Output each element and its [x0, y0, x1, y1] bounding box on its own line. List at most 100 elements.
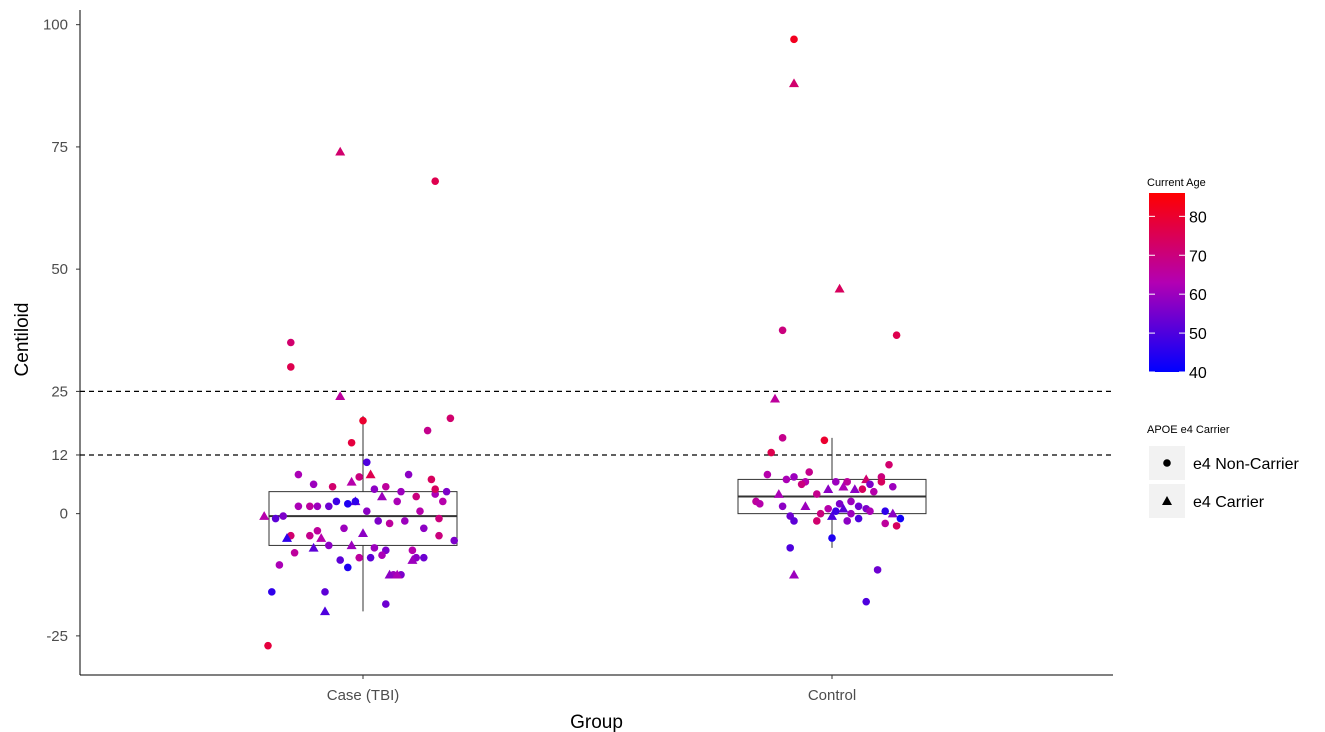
legend-key-triangle	[1162, 496, 1172, 505]
colorbar-tick-label: 60	[1189, 287, 1207, 304]
data-point-non-carrier	[431, 485, 440, 493]
data-point-non-carrier	[790, 35, 798, 44]
data-point-carrier	[773, 489, 784, 498]
data-point-non-carrier	[892, 331, 901, 339]
data-point-non-carrier	[843, 517, 851, 525]
data-point-carrier	[407, 555, 418, 564]
data-point-non-carrier	[832, 507, 840, 515]
boxplot	[268, 415, 458, 612]
data-point-non-carrier	[279, 512, 288, 520]
data-point-non-carrier	[756, 500, 764, 508]
data-point-carrier	[346, 540, 357, 550]
data-point-non-carrier	[275, 561, 284, 569]
data-point-non-carrier	[313, 526, 322, 535]
data-point-non-carrier	[435, 514, 443, 523]
data-point-carrier	[838, 481, 849, 491]
data-point-non-carrier	[401, 517, 409, 525]
data-point-carrier	[308, 542, 319, 552]
data-point-carrier	[320, 606, 330, 616]
data-point-non-carrier	[294, 470, 303, 479]
data-point-non-carrier	[866, 507, 874, 515]
data-point-non-carrier	[382, 482, 390, 491]
x-axis-title: Group	[570, 712, 623, 732]
data-point-non-carrier	[325, 502, 333, 511]
data-point-carrier	[887, 508, 898, 518]
data-point-non-carrier	[370, 544, 379, 552]
legend-key-circle	[1163, 459, 1171, 467]
data-point-non-carrier	[816, 509, 825, 518]
data-point-carrier	[377, 491, 387, 501]
data-point-non-carrier	[790, 517, 798, 525]
data-point-non-carrier	[435, 531, 443, 540]
data-point-non-carrier	[423, 426, 432, 435]
data-point-carrier	[335, 391, 346, 401]
y-tick-label: 12	[51, 447, 68, 464]
data-point-non-carrier	[393, 497, 402, 506]
data-point-carrier	[849, 484, 860, 493]
data-point-non-carrier	[344, 500, 352, 508]
data-point-carrier	[823, 484, 834, 493]
data-point-non-carrier	[881, 519, 889, 528]
data-point-non-carrier	[439, 497, 447, 506]
data-point-carrier	[358, 528, 368, 537]
data-point-non-carrier	[858, 485, 867, 493]
data-point-non-carrier	[896, 514, 905, 523]
shape-legend: APOE e4 Carrier e4 Non-Carrier e4 Carrier	[1147, 424, 1299, 518]
data-point-non-carrier	[790, 473, 798, 481]
data-point-non-carrier	[325, 541, 333, 550]
data-point-non-carrier	[366, 553, 375, 562]
data-point-non-carrier	[450, 536, 459, 545]
data-point-non-carrier	[397, 487, 405, 496]
data-point-non-carrier	[355, 473, 364, 481]
data-point-non-carrier	[378, 551, 386, 560]
data-point-non-carrier	[828, 534, 836, 542]
y-tick-label: 50	[51, 261, 68, 278]
data-point-carrier	[834, 283, 845, 293]
data-point-non-carrier	[862, 597, 870, 606]
data-point-carrier	[827, 511, 837, 520]
data-point-non-carrier	[332, 497, 341, 506]
data-point-carrier	[789, 78, 799, 88]
data-point-non-carrier	[408, 546, 417, 555]
data-point-non-carrier	[877, 478, 886, 486]
data-point-non-carrier	[824, 504, 832, 513]
data-point-non-carrier	[427, 475, 436, 484]
data-point-non-carrier	[892, 522, 901, 530]
data-point-carrier	[800, 501, 811, 511]
data-point-carrier	[335, 146, 346, 156]
colorbar-tick-label: 40	[1189, 365, 1207, 382]
data-point-non-carrier	[328, 482, 337, 491]
data-point-non-carrier	[370, 485, 379, 493]
data-point-carrier	[365, 469, 376, 479]
data-point-non-carrier	[385, 519, 394, 528]
colorbar-tick-label: 70	[1189, 248, 1207, 265]
data-point-non-carrier	[271, 514, 280, 523]
data-point-non-carrier	[294, 502, 303, 511]
colorbar	[1149, 193, 1185, 372]
data-point-non-carrier	[412, 492, 421, 501]
data-point-non-carrier	[820, 436, 829, 445]
colorbar-tick-label: 50	[1189, 326, 1207, 343]
data-point-non-carrier	[431, 177, 440, 185]
data-point-non-carrier	[854, 502, 863, 511]
data-point-non-carrier	[313, 502, 322, 511]
y-tick-label: 100	[43, 17, 68, 34]
y-tick-label: -25	[46, 628, 68, 645]
data-point-non-carrier	[813, 490, 821, 498]
data-point-non-carrier	[767, 448, 775, 457]
data-point-non-carrier	[420, 524, 428, 533]
data-point-non-carrier	[416, 507, 424, 515]
data-point-non-carrier	[442, 487, 451, 496]
data-point-non-carrier	[843, 478, 851, 486]
data-point-carrier	[770, 393, 780, 403]
data-point-non-carrier	[797, 480, 806, 489]
data-point-carrier	[259, 511, 270, 520]
shape-legend-entries: e4 Non-Carrier e4 Carrier	[1149, 446, 1299, 518]
data-point-non-carrier	[866, 480, 874, 489]
box-iqr	[268, 491, 458, 546]
color-legend-title: Current Age	[1147, 177, 1206, 189]
data-point-non-carrier	[854, 514, 863, 523]
data-point-non-carrier	[321, 588, 329, 596]
